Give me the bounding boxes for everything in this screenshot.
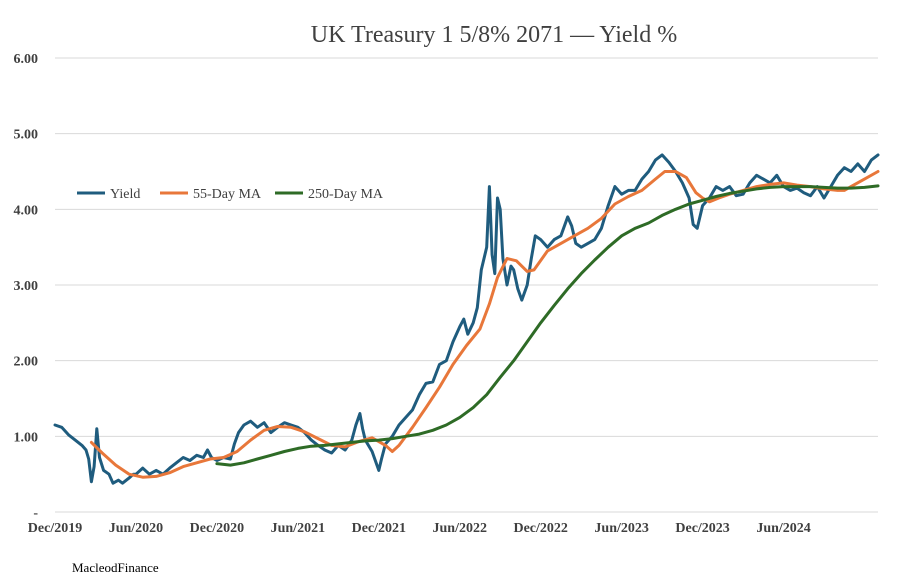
series-lines xyxy=(53,153,880,485)
series-line-yield xyxy=(53,153,880,485)
x-tick-label: Jun/2020 xyxy=(109,521,163,536)
chart-title: UK Treasury 1 5/8% 2071 — Yield % xyxy=(311,22,677,48)
x-tick-label: Dec/2021 xyxy=(352,521,406,536)
x-tick-label: Dec/2022 xyxy=(513,521,567,536)
y-tick-label: - xyxy=(33,506,38,521)
x-tick-label: Dec/2023 xyxy=(675,521,729,536)
x-tick-label: Jun/2021 xyxy=(271,521,325,536)
x-tick-label: Jun/2022 xyxy=(433,521,487,536)
y-tick-label: 4.00 xyxy=(14,203,39,218)
x-axis-ticks: Dec/2019 Jun/2020 Dec/2020 Jun/2021 Dec/2021… xyxy=(28,521,811,536)
x-tick-label: Dec/2020 xyxy=(190,521,244,536)
x-tick-label: Jun/2023 xyxy=(594,521,648,536)
legend-label: Yield xyxy=(110,187,140,202)
y-tick-label: 3.00 xyxy=(14,279,39,294)
legend: Yield 55-Day MA 250-Day MA xyxy=(77,187,384,202)
series-line-55-day-ma xyxy=(89,170,880,479)
x-tick-label: Dec/2019 xyxy=(28,521,82,536)
y-tick-label: 1.00 xyxy=(14,430,39,445)
x-tick-label: Jun/2024 xyxy=(756,521,810,536)
legend-label: 250-Day MA xyxy=(308,187,384,202)
legend-label: 55-Day MA xyxy=(193,187,262,202)
source-label: MacleodFinance xyxy=(72,560,159,575)
y-tick-label: 6.00 xyxy=(14,52,39,67)
y-axis-ticks: - 1.00 2.00 3.00 4.00 5.00 6.00 xyxy=(14,52,39,521)
y-tick-label: 2.00 xyxy=(14,355,39,370)
y-tick-label: 5.00 xyxy=(14,128,39,143)
gridlines xyxy=(55,57,878,513)
series-line-250-day-ma xyxy=(215,184,880,467)
